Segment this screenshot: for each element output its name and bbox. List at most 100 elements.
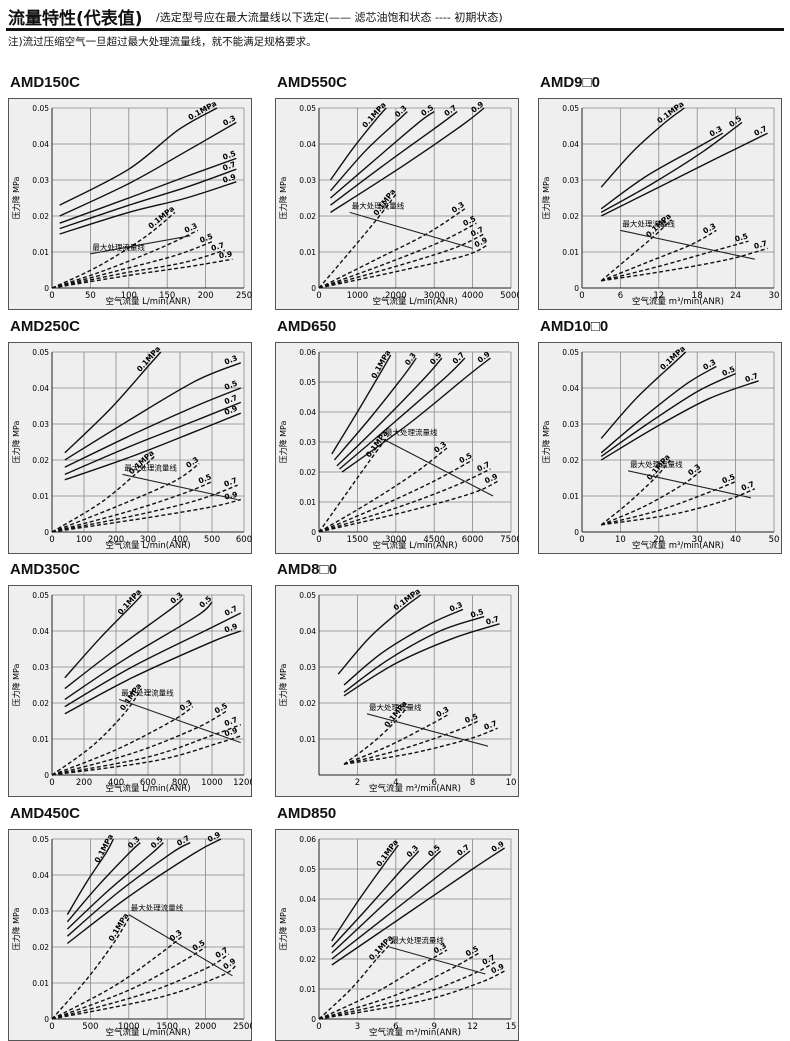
- x-tick-label: 2: [355, 778, 360, 788]
- series-line-dashed: [318, 435, 389, 533]
- x-tick-label: 1500: [347, 535, 369, 545]
- series-line-dashed: [51, 734, 243, 776]
- chart-frame: [275, 98, 519, 310]
- y-axis-label: 压力降 MPa: [541, 420, 551, 463]
- series-label: 0.7: [483, 719, 499, 732]
- series-line-dashed: [51, 723, 242, 776]
- chart-panel-amd250c: AMD250C 0 100 200 300 400 500 600 0 0.01 0.02 0.03 0…: [8, 318, 260, 554]
- series-line-dashed: [51, 258, 233, 289]
- series-line-dashed: [51, 229, 199, 289]
- y-tick-label: 0.06: [299, 835, 316, 844]
- series-label: 0.5: [469, 607, 484, 620]
- y-tick-label: 0.05: [299, 591, 316, 600]
- chart-frame: [8, 98, 252, 310]
- x-tick-label: 200: [197, 291, 213, 301]
- chart-frame: [538, 98, 782, 310]
- y-axis-label: 压力降 MPa: [278, 663, 288, 706]
- series-line-solid: [64, 630, 242, 715]
- series-line-dashed: [318, 244, 489, 289]
- y-axis-label: 压力降 MPa: [278, 176, 288, 219]
- x-tick-label: 24: [730, 291, 741, 301]
- x-tick-label: 100: [121, 291, 137, 301]
- series-line-solid: [337, 594, 422, 675]
- y-axis-label: 压力降 MPa: [11, 176, 21, 219]
- series-line-solid: [600, 351, 687, 439]
- series-line-dashed: [343, 706, 408, 765]
- x-tick-label: 6000: [462, 535, 484, 545]
- series-line-solid: [343, 615, 485, 693]
- x-axis-label: 空气流量 L/min(ANR): [105, 783, 190, 794]
- max-flow-label: 最大处理流量线: [391, 935, 444, 945]
- series-line-solid: [59, 168, 237, 230]
- y-axis-label: 压力降 MPa: [541, 176, 551, 219]
- y-tick-label: 0.02: [299, 212, 316, 221]
- y-tick-label: 0.03: [32, 907, 49, 916]
- chart-title: AMD8□0: [277, 561, 337, 578]
- series-line-solid: [341, 357, 491, 473]
- page-note: 注)流过压缩空气一旦超过最大处理流量线，就不能满足规格要求。: [8, 36, 317, 48]
- series-line-solid: [333, 357, 417, 461]
- series-line-dashed: [51, 463, 200, 533]
- y-tick-label: 0.02: [299, 955, 316, 964]
- series-line-solid: [64, 594, 143, 679]
- series-line-solid: [600, 121, 743, 214]
- max-flow-label: 最大处理流量线: [121, 687, 174, 697]
- y-tick-label: 0.01: [562, 248, 579, 257]
- chart-svg: 2 4 6 8 10 0.01 0.02 0.03 0.04 0.05 空气流量 m³/min(AN…: [275, 585, 519, 797]
- y-tick-label: 0.02: [32, 212, 49, 221]
- y-tick-label: 0.04: [32, 871, 49, 880]
- x-tick-label: 6: [618, 291, 623, 301]
- x-tick-label: 3000: [385, 535, 407, 545]
- series-line-solid: [331, 354, 392, 455]
- series-label: 0.9: [218, 249, 233, 260]
- chart-title: AMD550C: [277, 74, 348, 91]
- series-line-solid: [331, 850, 471, 960]
- y-tick-label: 0.05: [562, 348, 579, 357]
- x-tick-label: 3000: [423, 291, 445, 301]
- series-line-dashed: [318, 208, 466, 289]
- series-line-solid: [66, 838, 115, 915]
- chart-title: AMD250C: [10, 318, 81, 335]
- title-bar: 流量特性(代表值) /选定型号应在最大流量线以下选定(—— 滤芯油饱和状态 --…: [6, 4, 784, 31]
- series-line-dashed: [600, 459, 671, 526]
- x-tick-label: 2000: [385, 291, 407, 301]
- series-label: 0.7: [485, 614, 500, 627]
- series-line-dashed: [318, 233, 485, 289]
- y-tick-label: 0.03: [562, 420, 579, 429]
- max-flow-label: 最大处理流量线: [622, 218, 675, 228]
- max-flow-line: [122, 473, 238, 501]
- series-line-solid: [330, 111, 435, 199]
- x-tick-label: 600: [236, 535, 252, 545]
- series-line-dashed: [318, 222, 477, 289]
- series-line-solid: [331, 844, 399, 942]
- chart-title: AMD350C: [10, 561, 81, 578]
- series-line-dashed: [51, 953, 229, 1020]
- series-line-dashed: [51, 240, 214, 289]
- y-tick-label: 0.02: [32, 456, 49, 465]
- series-line-dashed: [601, 240, 749, 282]
- x-axis-label: 空气流量 m³/min(ANR): [632, 540, 724, 551]
- series-line-solid: [66, 841, 191, 937]
- x-tick-label: 0: [316, 1022, 321, 1032]
- series-line-dashed: [601, 247, 768, 282]
- series-line-solid: [66, 838, 222, 944]
- series-line-solid: [330, 107, 485, 213]
- y-tick-label: 0.03: [299, 663, 316, 672]
- x-tick-label: 50: [769, 535, 780, 545]
- series-line-dashed: [318, 940, 394, 1020]
- series-line-dashed: [51, 917, 130, 1020]
- series-line-dashed: [600, 470, 702, 526]
- series-line-solid: [331, 847, 505, 966]
- y-tick-label: 0.01: [299, 985, 316, 994]
- y-axis-label: 压力降 MPa: [11, 420, 21, 463]
- y-tick-label: 0.01: [32, 979, 49, 988]
- chart-frame: [275, 342, 519, 554]
- series-line-dashed: [51, 211, 176, 289]
- x-tick-label: 800: [172, 778, 188, 788]
- series-label: 0.7: [221, 160, 237, 173]
- x-tick-label: 0: [49, 535, 54, 545]
